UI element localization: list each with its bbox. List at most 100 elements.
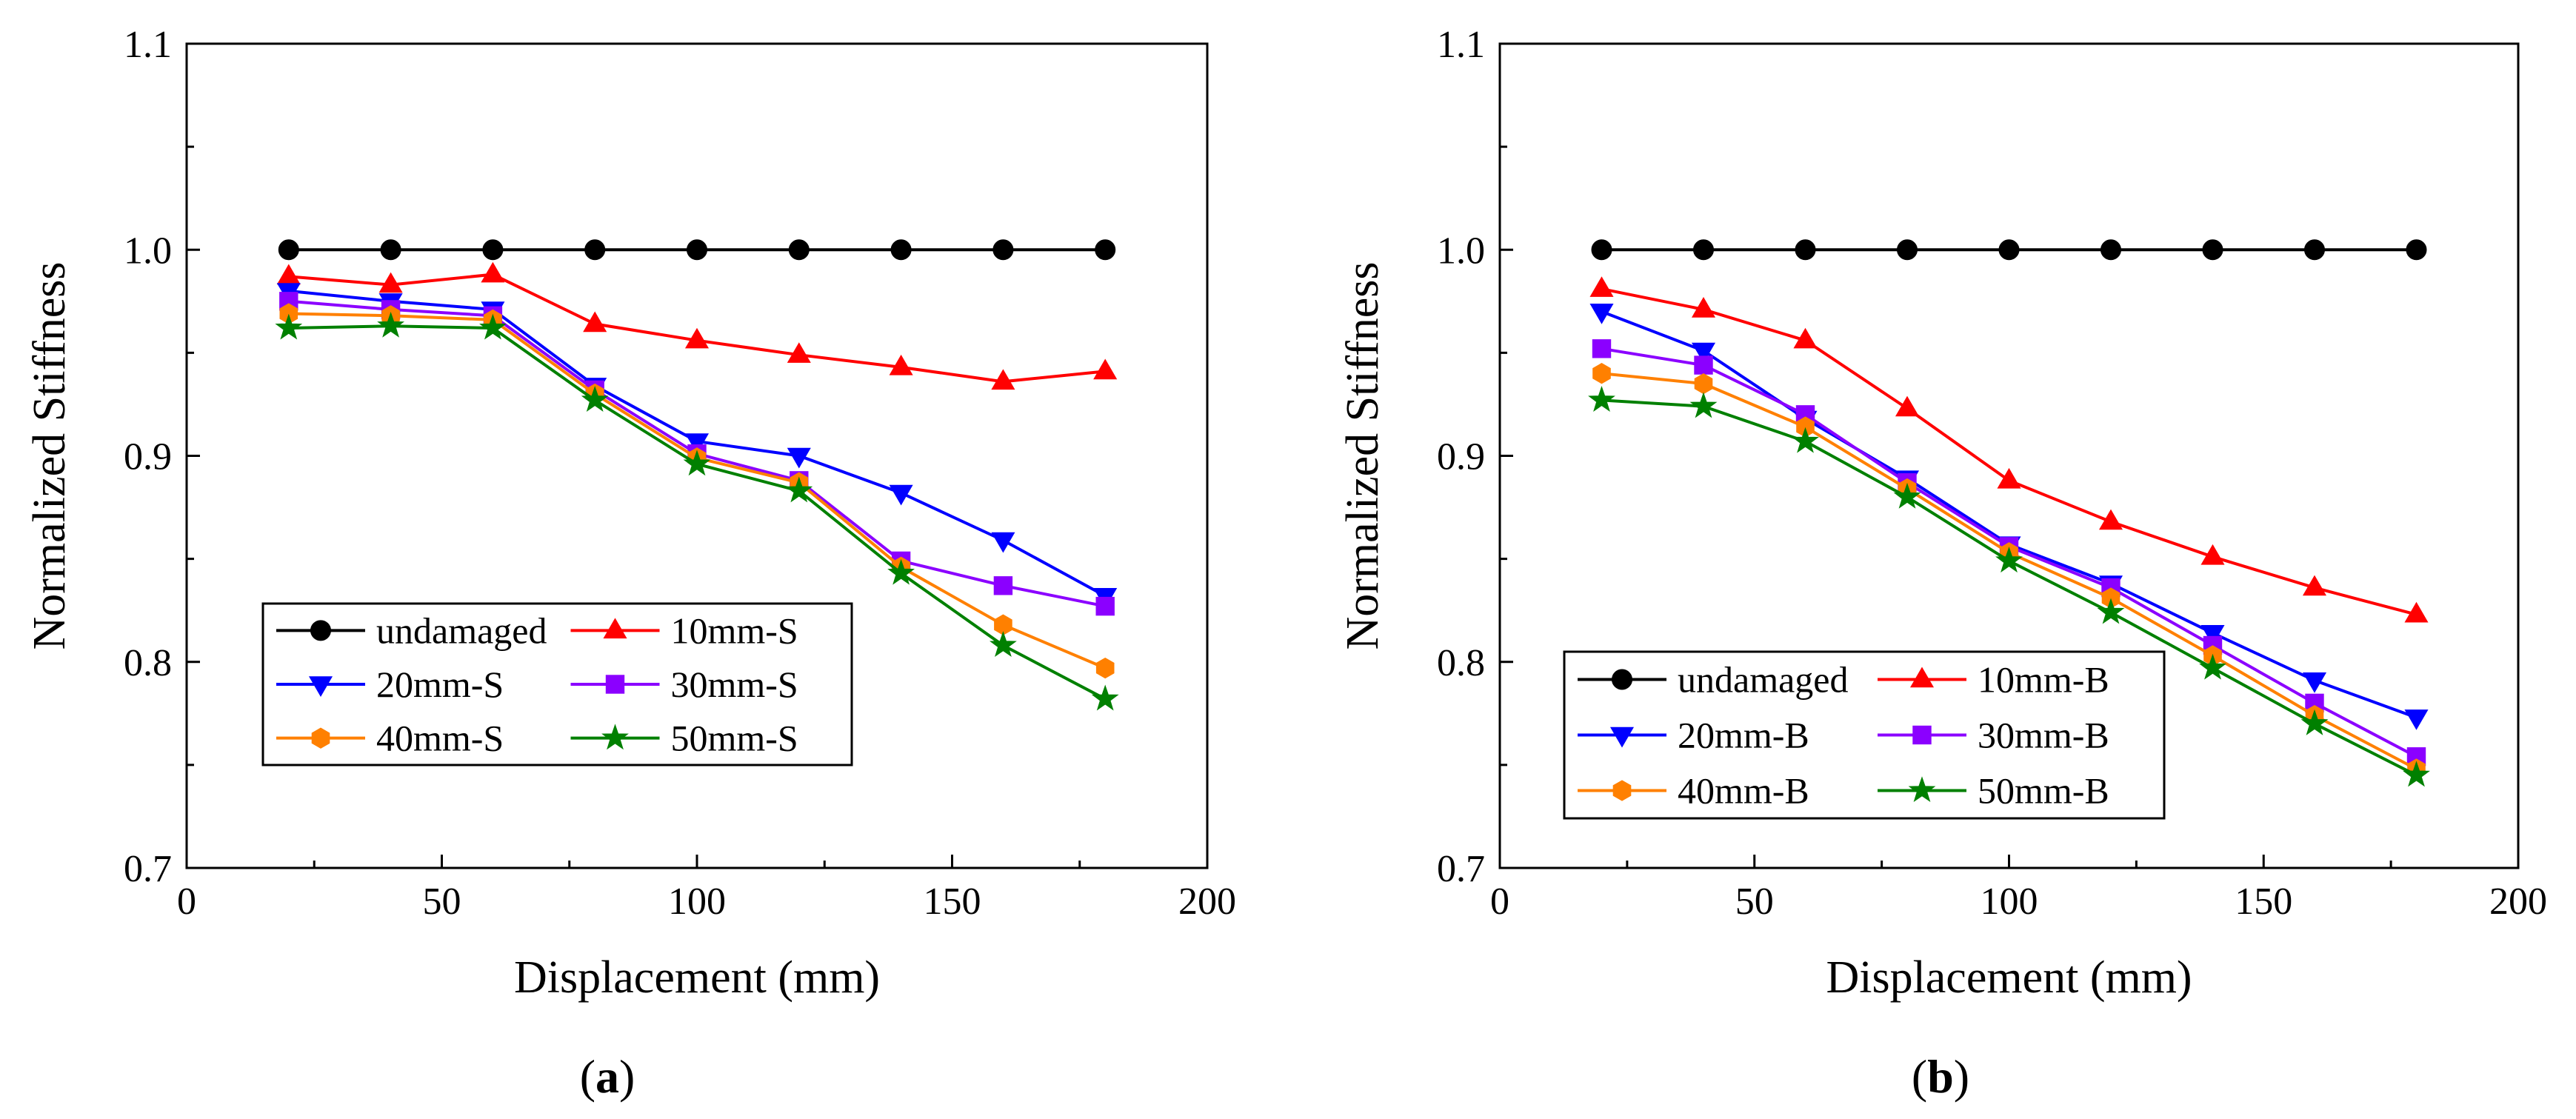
data-point — [2098, 509, 2123, 530]
data-point — [1691, 342, 1716, 364]
legend-swatch-marker — [310, 620, 331, 641]
data-point — [2202, 239, 2223, 261]
series-undamaged — [1591, 239, 2427, 261]
panel-caption-letter: a — [595, 1050, 619, 1103]
data-point — [889, 484, 913, 506]
y-tick-label: 1.1 — [1437, 24, 1485, 66]
data-point — [583, 311, 607, 333]
y-tick-label: 0.7 — [124, 848, 172, 890]
data-point — [1591, 239, 1612, 261]
legend-label: 30mm-B — [1978, 715, 2109, 756]
data-point — [1689, 392, 1718, 418]
data-point — [788, 239, 810, 261]
y-axis-title: Normalized Stiffness — [24, 261, 75, 649]
data-point — [2199, 653, 2226, 680]
x-tick-label: 100 — [668, 881, 726, 923]
y-tick-label: 1.0 — [124, 230, 172, 272]
data-point — [889, 354, 913, 375]
data-point — [1589, 304, 1614, 324]
data-point — [2300, 709, 2329, 735]
data-point — [1589, 276, 1614, 297]
x-axis-title: Displacement (mm) — [1826, 952, 2192, 1003]
legend-label: undamaged — [376, 609, 547, 651]
data-point — [1091, 684, 1119, 711]
data-point — [1997, 467, 2021, 489]
data-point — [684, 433, 710, 454]
data-point — [2097, 598, 2125, 624]
legend-swatch-marker — [1612, 669, 1632, 690]
legend-label: 40mm-S — [376, 718, 504, 759]
data-point — [2200, 625, 2225, 646]
data-point — [2406, 239, 2427, 261]
y-tick-label: 1.1 — [124, 24, 172, 66]
x-tick-label: 50 — [423, 881, 461, 923]
legend-label: 30mm-S — [671, 664, 798, 705]
data-point — [993, 576, 1013, 595]
series-undamaged — [278, 239, 1116, 261]
legend-label: 20mm-B — [1678, 715, 1809, 756]
data-point — [2304, 239, 2325, 261]
series-50mm-S — [275, 311, 1119, 711]
legend-entry: 30mm-B — [1878, 715, 2109, 756]
legend: undamaged 10mm-S 20mm-S 30mm-S 40mm-S 50mm-S — [261, 602, 853, 766]
data-point — [278, 239, 299, 261]
data-point — [481, 261, 505, 283]
legend-label: 50mm-B — [1978, 770, 2109, 812]
x-axis-title: Displacement (mm) — [514, 952, 880, 1003]
x-tick-label: 150 — [924, 881, 981, 923]
y-tick-label: 0.7 — [1437, 848, 1485, 890]
data-point — [1095, 239, 1116, 261]
y-tick-label: 0.9 — [1437, 436, 1485, 478]
legend-swatch-marker — [605, 675, 625, 694]
legend-entry: 30mm-S — [570, 664, 798, 705]
legend-label: 10mm-S — [671, 609, 798, 651]
data-point — [2200, 544, 2225, 565]
data-point — [2100, 239, 2121, 261]
y-tick-label: 1.0 — [1437, 230, 1485, 272]
data-point — [482, 239, 504, 261]
legend: undamaged 10mm-B 20mm-B 30mm-B 40mm-B 50mm-B — [1563, 650, 2166, 820]
legend-entry: 40mm-S — [276, 718, 504, 759]
data-point — [1995, 547, 2023, 573]
data-point — [1893, 482, 1921, 509]
data-point — [890, 239, 912, 261]
data-point — [1793, 327, 1818, 349]
x-tick-label: 200 — [1178, 881, 1236, 923]
legend-swatch-marker — [1609, 726, 1635, 748]
legend-swatch-marker — [1909, 667, 1935, 688]
legend-entry: 50mm-B — [1878, 770, 2109, 812]
y-tick-label: 0.8 — [1437, 642, 1485, 684]
data-point — [1592, 339, 1612, 358]
legend-swatch-marker — [1912, 725, 1932, 745]
data-point — [787, 342, 811, 363]
data-point — [785, 476, 813, 503]
data-point — [991, 369, 1015, 390]
data-point — [2404, 709, 2429, 730]
legend-label: 50mm-S — [671, 718, 798, 759]
series-10mm-B — [1589, 276, 2429, 623]
data-point — [1691, 297, 1716, 318]
legend-swatch-marker — [311, 727, 330, 749]
data-point — [1592, 363, 1611, 384]
data-point — [991, 532, 1015, 553]
legend-label: 40mm-B — [1678, 770, 1809, 812]
data-point — [581, 386, 609, 412]
panel-caption: (a) — [580, 1050, 635, 1103]
data-point — [1694, 355, 1713, 375]
y-tick-label: 0.9 — [124, 436, 172, 478]
legend-swatch-marker — [1908, 776, 1936, 803]
legend-swatch-marker — [308, 676, 333, 697]
data-point — [1897, 239, 1918, 261]
y-tick-label: 0.8 — [124, 642, 172, 684]
legend-entry: 20mm-B — [1578, 715, 1809, 756]
data-point — [276, 264, 301, 285]
data-point — [2404, 601, 2429, 623]
data-point — [2302, 575, 2327, 596]
panel-caption-letter: b — [1927, 1050, 1954, 1103]
y-axis-title: Normalized Stiffness — [1338, 261, 1388, 649]
legend-swatch-marker — [603, 618, 627, 639]
x-tick-label: 200 — [2489, 881, 2547, 923]
data-point — [887, 558, 915, 585]
data-point — [377, 311, 404, 338]
